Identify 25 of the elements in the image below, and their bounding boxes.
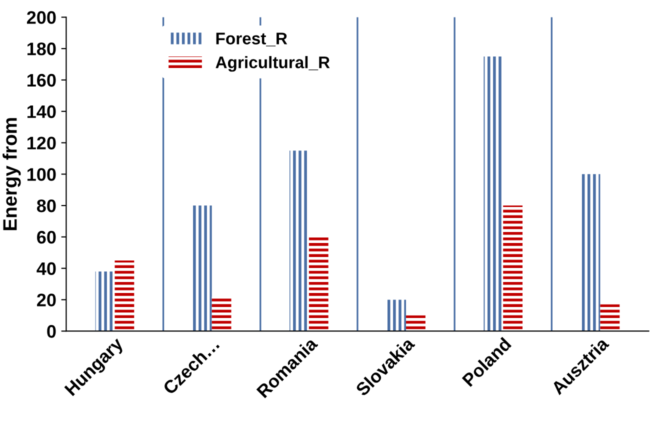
- y-tick-label: 200: [26, 11, 56, 24]
- legend-label: Forest_R: [216, 32, 288, 46]
- bar: [386, 300, 406, 332]
- y-tick-label: 20: [37, 294, 56, 306]
- y-tick-label: 180: [27, 42, 56, 56]
- y-tick-label: 120: [27, 136, 56, 150]
- y-tick-label: 0: [47, 325, 56, 338]
- y-tick-label: 60: [37, 230, 56, 244]
- legend-label: Agricultural_R: [216, 56, 330, 72]
- bar: [406, 315, 426, 332]
- y-tick-label: 100: [27, 168, 56, 181]
- y-tick-label: 80: [36, 199, 56, 212]
- y-tick-label: 140: [27, 105, 56, 118]
- y-tick-label: 160: [27, 74, 56, 87]
- bar: [212, 296, 232, 332]
- y-tick-label: 40: [36, 262, 56, 276]
- y-axis-title: Energy from: [2, 118, 21, 230]
- bar: [290, 150, 309, 332]
- bar: [580, 174, 600, 332]
- bar: [114, 260, 134, 332]
- bar: [308, 236, 328, 332]
- bar: [192, 206, 212, 332]
- bar: [600, 304, 620, 332]
- bar: [484, 56, 504, 332]
- bar: [503, 206, 523, 332]
